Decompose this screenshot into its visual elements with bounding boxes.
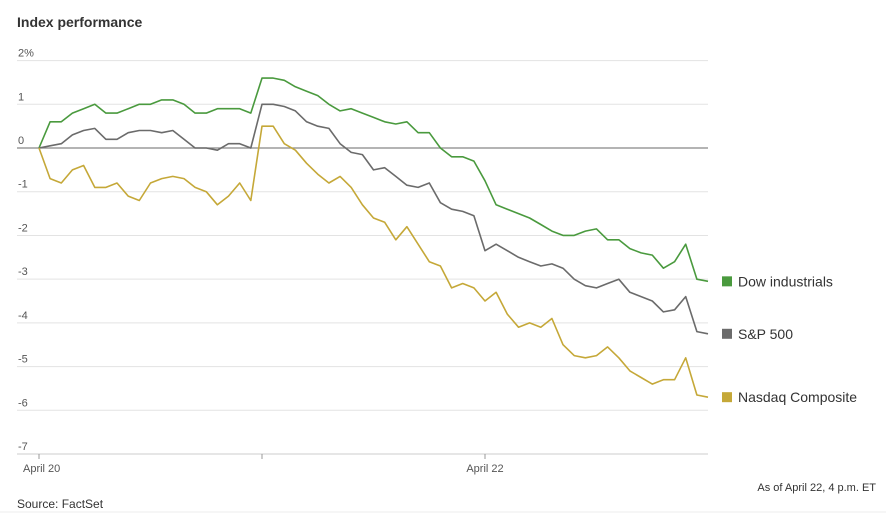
series-line xyxy=(38,77,709,283)
source: Source: FactSet xyxy=(17,497,104,511)
series-line xyxy=(38,125,709,398)
legend-swatch xyxy=(722,276,732,287)
y-tick-label: -5 xyxy=(18,354,28,366)
y-tick-label: -1 xyxy=(18,179,28,191)
y-tick-label: -6 xyxy=(18,397,28,409)
y-tick-label: -7 xyxy=(18,441,28,453)
y-tick-label: 0 xyxy=(18,135,24,147)
legend-label: Nasdaq Composite xyxy=(738,389,857,405)
legend-label: S&P 500 xyxy=(738,326,793,342)
note: As of April 22, 4 p.m. ET xyxy=(757,482,876,494)
legend-label: Dow industrials xyxy=(738,273,833,289)
legend-swatch xyxy=(722,328,732,339)
y-tick-label: -4 xyxy=(18,310,28,322)
legend-swatch xyxy=(722,392,732,403)
x-tick-label: April 22 xyxy=(466,463,503,475)
y-tick-label: -3 xyxy=(18,266,28,278)
y-tick-label: 1 xyxy=(18,91,24,103)
y-tick-label: 2% xyxy=(18,48,34,60)
series-line xyxy=(38,103,709,335)
x-tick-label: April 20 xyxy=(23,463,60,475)
chart-title: Index performance xyxy=(17,14,142,30)
y-tick-label: -2 xyxy=(18,222,28,234)
